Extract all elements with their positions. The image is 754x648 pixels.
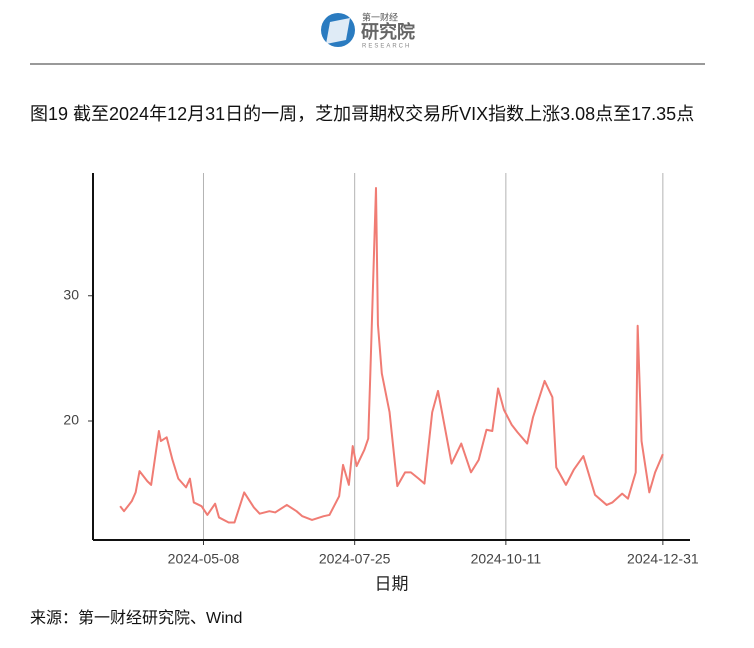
logo: 第一财经 研究院 RESEARCH [321,11,415,50]
logo-icon-shape [326,18,350,44]
logo-small: 第一财经 [362,11,398,22]
x-tick-label: 2024-10-11 [471,551,542,567]
source-note: 来源：第一财经研究院、Wind [30,610,243,627]
y-tick-label: 30 [63,286,79,302]
line-series [119,187,664,524]
plot: 2024-05-08 2024-07-25 2024-10-11 2024-12-31… [63,173,699,593]
logo-sub: RESEARCH [362,44,411,50]
figure-caption: 图19 截至2024年12月31日的一周，芝加哥期权交易所VIX指数上涨3.08… [30,104,695,124]
x-axis-title: 日期 [375,574,409,593]
logo-main: 研究院 [361,21,415,42]
x-tick-label: 2024-07-25 [319,551,391,567]
y-tick-label: 20 [63,412,79,428]
x-tick-label: 2024-12-31 [627,551,699,567]
x-tick-label: 2024-05-08 [168,551,240,567]
